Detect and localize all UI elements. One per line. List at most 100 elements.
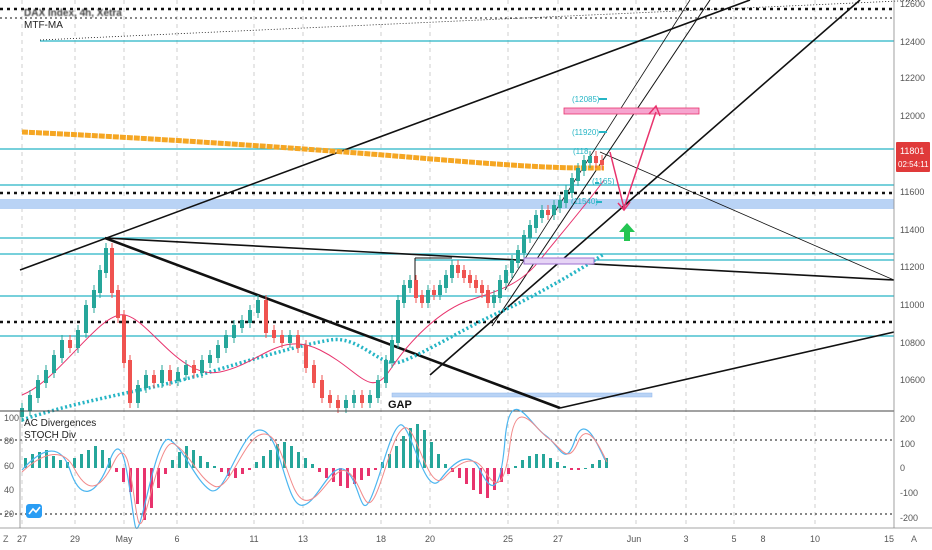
candle-body xyxy=(390,340,394,363)
histogram-bar xyxy=(255,462,258,468)
indicator-ac-divergences-label[interactable]: AC Divergences xyxy=(24,418,97,429)
histogram-bar xyxy=(171,460,174,468)
candle-body xyxy=(168,370,172,381)
candle-body xyxy=(144,375,148,388)
candle-body xyxy=(60,340,64,358)
purple-zone-box[interactable] xyxy=(523,257,595,265)
support-zone[interactable] xyxy=(0,199,894,209)
horizontal-levels[interactable] xyxy=(0,40,894,337)
time-tick-label: 27 xyxy=(553,534,563,544)
time-tick-label: 29 xyxy=(70,534,80,544)
level-markers xyxy=(595,98,607,203)
candle-body xyxy=(110,248,114,293)
histogram-bar xyxy=(52,456,55,468)
price-label-level-c: (11540) xyxy=(571,197,598,206)
candle-body xyxy=(444,275,448,288)
sub-left-tick-label: 100 xyxy=(4,413,19,423)
histogram-bar xyxy=(38,452,41,468)
time-tick-label: 27 xyxy=(17,534,27,544)
histogram-bar xyxy=(73,458,76,468)
candle-body xyxy=(224,335,228,348)
target-zone-box[interactable] xyxy=(563,107,700,115)
histogram-bar xyxy=(241,468,244,474)
candle-body xyxy=(216,345,220,358)
histogram-bar xyxy=(570,468,573,470)
price-tick-label: 12000 xyxy=(900,111,925,121)
histogram-bar xyxy=(80,454,83,468)
sub-right-tick-label: 200 xyxy=(900,414,915,424)
candle-body xyxy=(152,375,156,383)
histogram-bar xyxy=(465,468,468,484)
histogram-bar xyxy=(24,458,27,468)
time-tick-label: 11 xyxy=(249,534,258,544)
indicator-mtf-ma-label[interactable]: MTF-MA xyxy=(24,20,63,31)
candle-body xyxy=(468,275,472,283)
last-price-value: 11801 xyxy=(900,146,924,156)
candle-body xyxy=(528,225,532,238)
candle-body xyxy=(92,290,96,308)
candle-body xyxy=(402,285,406,303)
auto-scale-button[interactable]: A xyxy=(911,534,918,544)
candle-body xyxy=(456,265,460,273)
time-axis[interactable]: 27 29 May 6 11 13 18 20 25 27 Jun 3 5 8 10 15 xyxy=(17,534,894,544)
candle-body xyxy=(36,380,40,398)
histogram-bar xyxy=(129,468,132,492)
trend-lines[interactable] xyxy=(19,0,921,410)
candle-body xyxy=(360,395,364,403)
price-tick-label: 10600 xyxy=(900,375,925,385)
histogram-bar xyxy=(87,450,90,468)
price-tick-label: 11400 xyxy=(900,225,924,235)
sub-left-tick-label: 80 xyxy=(4,436,14,446)
candle-body xyxy=(288,335,292,343)
candle-body xyxy=(558,200,562,208)
dotted-levels[interactable] xyxy=(0,7,894,324)
histogram-bar xyxy=(199,456,202,468)
time-tick-label: 10 xyxy=(810,534,820,544)
time-tick-label: 20 xyxy=(425,534,435,544)
stoch-d-line[interactable] xyxy=(21,416,608,524)
price-axis[interactable]: 1260012400122001200011800116001140011200… xyxy=(900,0,925,385)
sub-right-tick-label: -200 xyxy=(900,513,918,523)
candle-body xyxy=(522,235,526,253)
time-tick-label: 18 xyxy=(376,534,386,544)
candlesticks[interactable] xyxy=(20,151,604,422)
pink-moving-average[interactable] xyxy=(21,179,605,396)
histogram-bar xyxy=(304,458,307,468)
candle-body xyxy=(576,168,580,181)
candle-body xyxy=(546,210,550,215)
candle-body xyxy=(588,156,592,163)
histogram-bar xyxy=(332,468,335,482)
histogram-bar xyxy=(311,464,314,468)
histogram-bar xyxy=(297,452,300,468)
histogram-bar xyxy=(108,458,111,468)
ac-histogram[interactable] xyxy=(24,424,608,520)
histogram-bar xyxy=(101,450,104,468)
dotted-thin-level xyxy=(0,17,894,515)
goto-date-button[interactable]: Z xyxy=(3,534,9,544)
histogram-bar xyxy=(262,456,265,468)
candle-body xyxy=(408,280,412,288)
histogram-bar xyxy=(115,468,118,472)
candle-body xyxy=(498,280,502,298)
candle-body xyxy=(176,372,180,381)
price-tick-label: 11600 xyxy=(900,187,924,197)
symbol-title[interactable]: DAX Index, 4h, Xetra xyxy=(24,8,122,19)
candle-body xyxy=(594,156,598,163)
histogram-bar xyxy=(598,460,601,468)
candle-body xyxy=(462,270,466,278)
stoch-k-line[interactable] xyxy=(21,408,606,529)
tradingview-logo-icon[interactable] xyxy=(26,504,42,518)
orange-moving-average[interactable] xyxy=(21,129,605,171)
teal-moving-average[interactable] xyxy=(21,252,605,422)
sub-right-tick-label: 0 xyxy=(900,463,905,473)
indicator-stoch-div-label[interactable]: STOCH Div xyxy=(24,430,77,441)
histogram-bar xyxy=(94,446,97,468)
sub-left-tick-label: 40 xyxy=(4,485,14,495)
forecast-path[interactable] xyxy=(609,104,661,212)
candle-body xyxy=(420,295,424,303)
histogram-bar xyxy=(136,468,139,504)
histogram-bar xyxy=(507,468,510,474)
price-tick-label: 10800 xyxy=(900,338,925,348)
histogram-bar xyxy=(395,446,398,468)
